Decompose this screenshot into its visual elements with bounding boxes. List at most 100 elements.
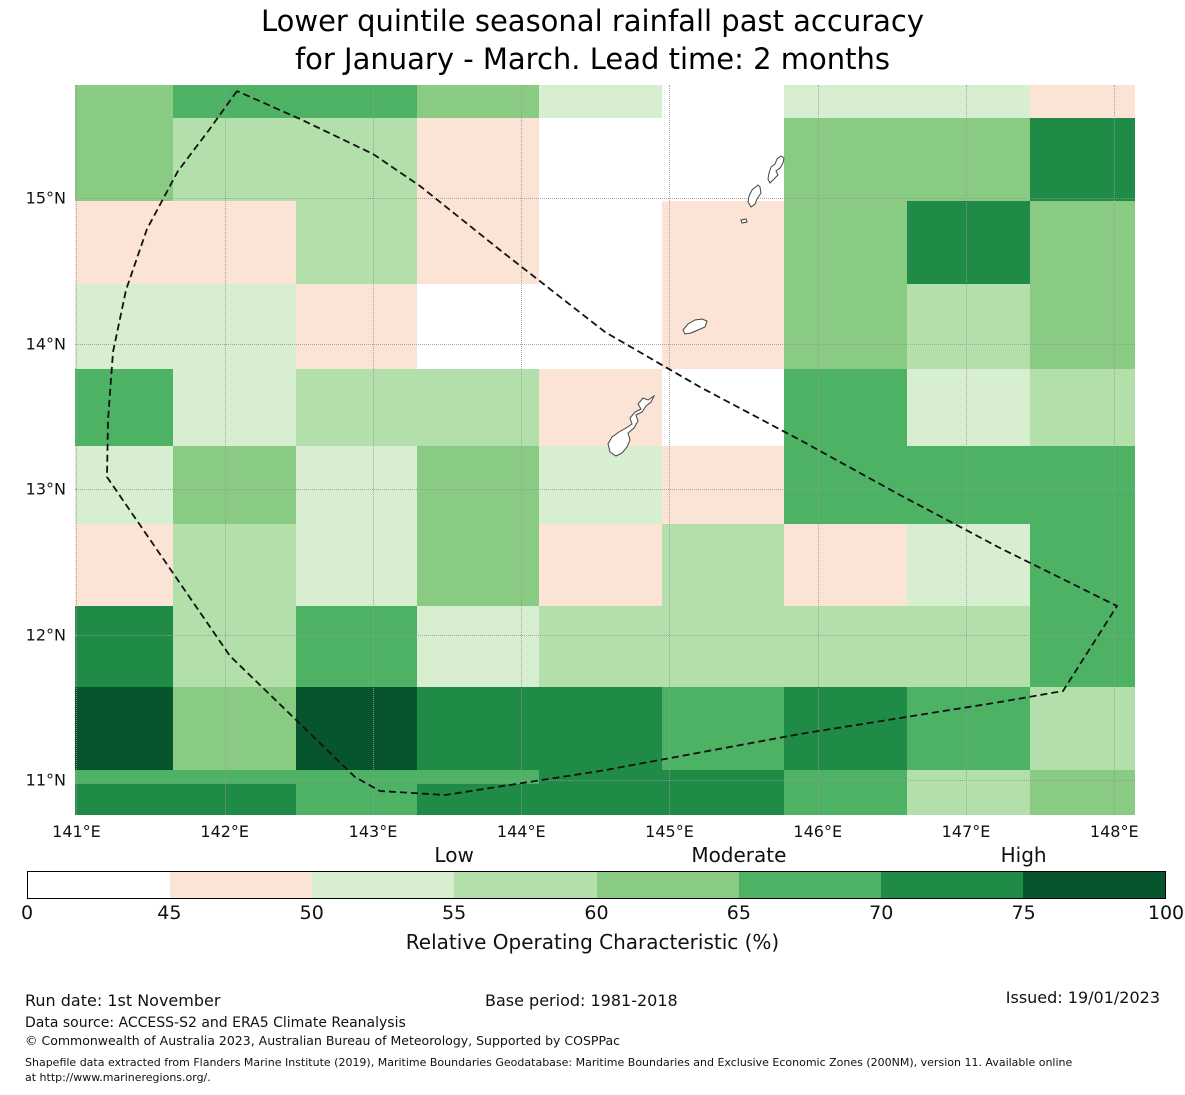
map-cell xyxy=(172,368,297,447)
island-outline-guam xyxy=(607,394,656,457)
map-cell xyxy=(295,118,418,202)
x-axis-tick-label: 143°E xyxy=(348,822,398,841)
map-cell xyxy=(172,201,297,285)
colorbar-tick-label: 75 xyxy=(1011,902,1036,924)
footer-shapefile-note-line2: at http://www.marineregions.org/. xyxy=(25,1071,211,1084)
map-cell xyxy=(1029,687,1136,771)
x-axis-tick-label: 142°E xyxy=(200,822,250,841)
map-cell xyxy=(417,368,540,447)
map-cell xyxy=(417,201,540,285)
map-cell xyxy=(783,284,908,370)
map-cell xyxy=(906,85,1031,119)
colorbar xyxy=(27,871,1166,899)
map-cell xyxy=(539,284,602,370)
colorbar-axis-label: Relative Operating Characteristic (%) xyxy=(405,930,780,954)
map-cell xyxy=(172,524,297,607)
map-cell xyxy=(906,769,1031,785)
map-cell xyxy=(1029,118,1136,202)
map-cell xyxy=(1029,524,1136,607)
colorbar-tick-label: 0 xyxy=(20,902,34,924)
y-axis-tick-label: 13°N xyxy=(25,479,66,499)
map-cell xyxy=(783,445,908,525)
latitude-gridline xyxy=(75,634,1135,636)
map-cell xyxy=(601,605,663,688)
map-cell xyxy=(783,85,908,119)
map-cell xyxy=(539,118,602,202)
map-cell xyxy=(417,687,540,771)
map-cell xyxy=(783,769,908,785)
colorbar-segment xyxy=(1022,872,1165,898)
map-cell xyxy=(783,687,908,771)
colorbar-category-label: Low xyxy=(434,843,474,867)
eez-boundary-dashed-line xyxy=(106,90,1119,796)
map-overlay xyxy=(106,90,1119,796)
map-cell xyxy=(295,687,418,771)
map-cell xyxy=(417,445,540,525)
map-cell xyxy=(75,118,174,202)
map-cell xyxy=(539,368,602,447)
map-cell xyxy=(539,524,602,607)
map-cell xyxy=(662,201,785,285)
island-outline-saipan xyxy=(767,155,785,184)
colorbar-segment xyxy=(738,872,881,898)
map-cell xyxy=(295,445,418,525)
map-cell xyxy=(601,769,663,785)
map-cell xyxy=(539,687,602,771)
colorbar-segment xyxy=(454,872,597,898)
longitude-gridline xyxy=(521,85,523,815)
footer-run-date: Run date: 1st November xyxy=(25,991,221,1010)
map-cell xyxy=(906,284,1031,370)
map-cell xyxy=(75,687,174,771)
map-cell xyxy=(1029,368,1136,447)
map-cell xyxy=(295,784,418,816)
island-outline-aguijan xyxy=(740,218,748,224)
map-cell xyxy=(662,118,785,202)
map-cell xyxy=(906,368,1031,447)
map-cell xyxy=(295,85,418,119)
map-cell xyxy=(539,445,602,525)
map-cell xyxy=(1029,605,1136,688)
colorbar-category-label: Moderate xyxy=(691,843,787,867)
latitude-gridline xyxy=(75,343,1135,345)
map-cell xyxy=(601,784,663,816)
map-cell xyxy=(783,118,908,202)
map-cell xyxy=(539,201,602,285)
colorbar-segment xyxy=(596,872,739,898)
island-outline-tinian xyxy=(747,184,762,208)
footer-copyright: © Commonwealth of Australia 2023, Austra… xyxy=(25,1033,620,1048)
footer-data-source: Data source: ACCESS-S2 and ERA5 Climate … xyxy=(25,1015,406,1031)
map-cell xyxy=(172,118,297,202)
latitude-gridline xyxy=(75,780,1135,782)
map-cell xyxy=(662,605,785,688)
map-cell xyxy=(1029,201,1136,285)
map-cell xyxy=(75,368,174,447)
colorbar-segment xyxy=(880,872,1023,898)
map-cell xyxy=(906,445,1031,525)
map-cell xyxy=(295,769,418,785)
map-cell xyxy=(601,118,663,202)
x-axis-tick-label: 148°E xyxy=(1089,822,1139,841)
map-cell xyxy=(1029,445,1136,525)
map-cell xyxy=(601,445,663,525)
longitude-gridline xyxy=(1114,85,1116,815)
map-cell xyxy=(417,118,540,202)
longitude-gridline xyxy=(76,85,78,815)
map-cell xyxy=(539,605,602,688)
x-axis-tick-label: 144°E xyxy=(496,822,546,841)
longitude-gridline xyxy=(372,85,374,815)
map-cell xyxy=(172,284,297,370)
map-cell xyxy=(662,784,785,816)
map-cell xyxy=(1029,769,1136,785)
map-cell xyxy=(417,769,540,785)
page-title: Lower quintile seasonal rainfall past ac… xyxy=(0,2,1185,78)
map-cell xyxy=(172,445,297,525)
colorbar-segment xyxy=(312,872,455,898)
map-cell xyxy=(662,524,785,607)
longitude-gridline xyxy=(817,85,819,815)
x-axis-tick-label: 147°E xyxy=(941,822,991,841)
map-cell xyxy=(601,284,663,370)
map-cell xyxy=(601,368,663,447)
map-cell xyxy=(75,769,174,785)
map-cell xyxy=(783,784,908,816)
map-cell xyxy=(662,284,785,370)
